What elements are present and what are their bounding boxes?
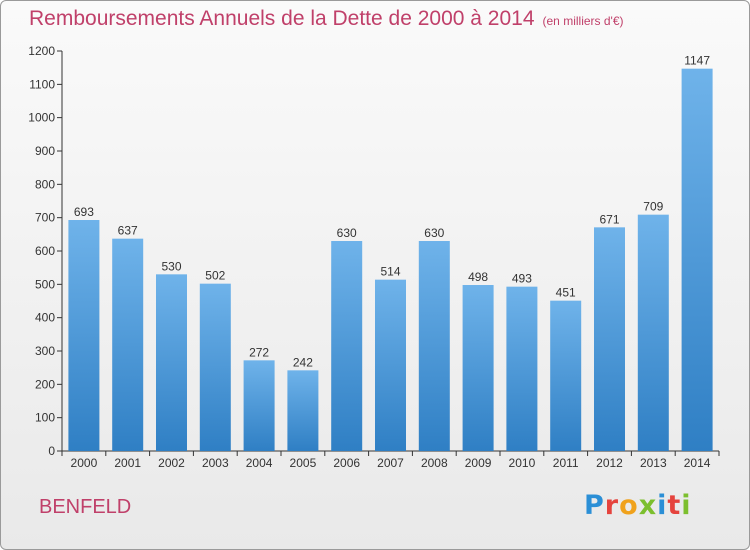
bar	[418, 241, 450, 451]
bar	[637, 214, 669, 451]
bar	[331, 241, 363, 451]
y-tick-label: 300	[35, 344, 55, 358]
data-label: 272	[249, 345, 269, 359]
y-tick-label: 200	[35, 377, 55, 391]
chart-title: Remboursements Annuels de la Dette de 20…	[29, 7, 535, 30]
x-tick-label: 2002	[158, 456, 185, 470]
bars	[68, 68, 713, 452]
data-label: 1147	[684, 54, 710, 68]
bar	[243, 360, 275, 451]
bar	[199, 283, 231, 451]
title-row: Remboursements Annuels de la Dette de 20…	[29, 7, 624, 31]
bar	[681, 68, 713, 452]
bar	[594, 227, 625, 451]
data-labels: 693 637 530 502 272 242 630 514 630 498 493 451 671 7…	[74, 54, 710, 370]
x-tick-label: 2008	[421, 456, 448, 470]
data-label: 498	[468, 270, 488, 284]
data-label: 502	[205, 269, 225, 283]
x-tick-label: 2013	[640, 456, 667, 470]
data-label: 630	[424, 226, 444, 240]
bar	[112, 238, 144, 451]
x-tick-label: 2001	[114, 456, 141, 470]
proxiti-logo[interactable]: Proxiti	[584, 490, 692, 521]
x-tick-label: 2014	[684, 456, 711, 470]
data-label: 493	[512, 272, 532, 286]
x-tick-label: 2000	[71, 456, 98, 470]
bar	[506, 286, 538, 451]
x-tick-label: 2010	[509, 456, 536, 470]
x-tick-label: 2012	[596, 456, 623, 470]
y-tick-label: 800	[35, 177, 55, 191]
bar	[462, 285, 494, 451]
data-label: 530	[161, 259, 181, 273]
bar	[550, 300, 582, 451]
y-tick-label: 1200	[28, 44, 55, 58]
x-tick-label: 2007	[377, 456, 404, 470]
y-tick-label: 100	[35, 411, 55, 425]
y-tick-label: 1100	[29, 77, 55, 91]
data-label: 637	[118, 224, 138, 238]
data-label: 709	[643, 200, 663, 214]
data-label: 630	[337, 226, 357, 240]
x-tick-label: 2005	[290, 456, 317, 470]
bar	[287, 370, 319, 451]
x-tick-label: 2009	[465, 456, 492, 470]
y-tick-label: 1000	[28, 111, 55, 125]
data-label: 514	[380, 265, 400, 279]
data-label: 693	[74, 205, 94, 219]
y-tick-label: 400	[35, 311, 55, 325]
commune-name: BENFELD	[39, 496, 132, 518]
bar	[68, 220, 100, 451]
y-tick-label: 0	[48, 444, 55, 458]
x-tick-label: 2003	[202, 456, 229, 470]
y-tick-label: 500	[35, 277, 55, 291]
y-tick-label: 600	[35, 244, 55, 258]
x-tick-label: 2011	[553, 456, 579, 470]
data-label: 242	[293, 355, 313, 369]
bar	[375, 279, 406, 451]
y-tick-label: 700	[35, 211, 55, 225]
bar	[156, 274, 187, 451]
x-tick-label: 2004	[246, 456, 273, 470]
chart-subtitle: (en milliers d'€)	[542, 14, 624, 28]
y-tick-label: 900	[35, 144, 55, 158]
data-label: 671	[599, 212, 619, 226]
x-tick-label: 2006	[333, 456, 360, 470]
data-label: 451	[556, 286, 576, 300]
